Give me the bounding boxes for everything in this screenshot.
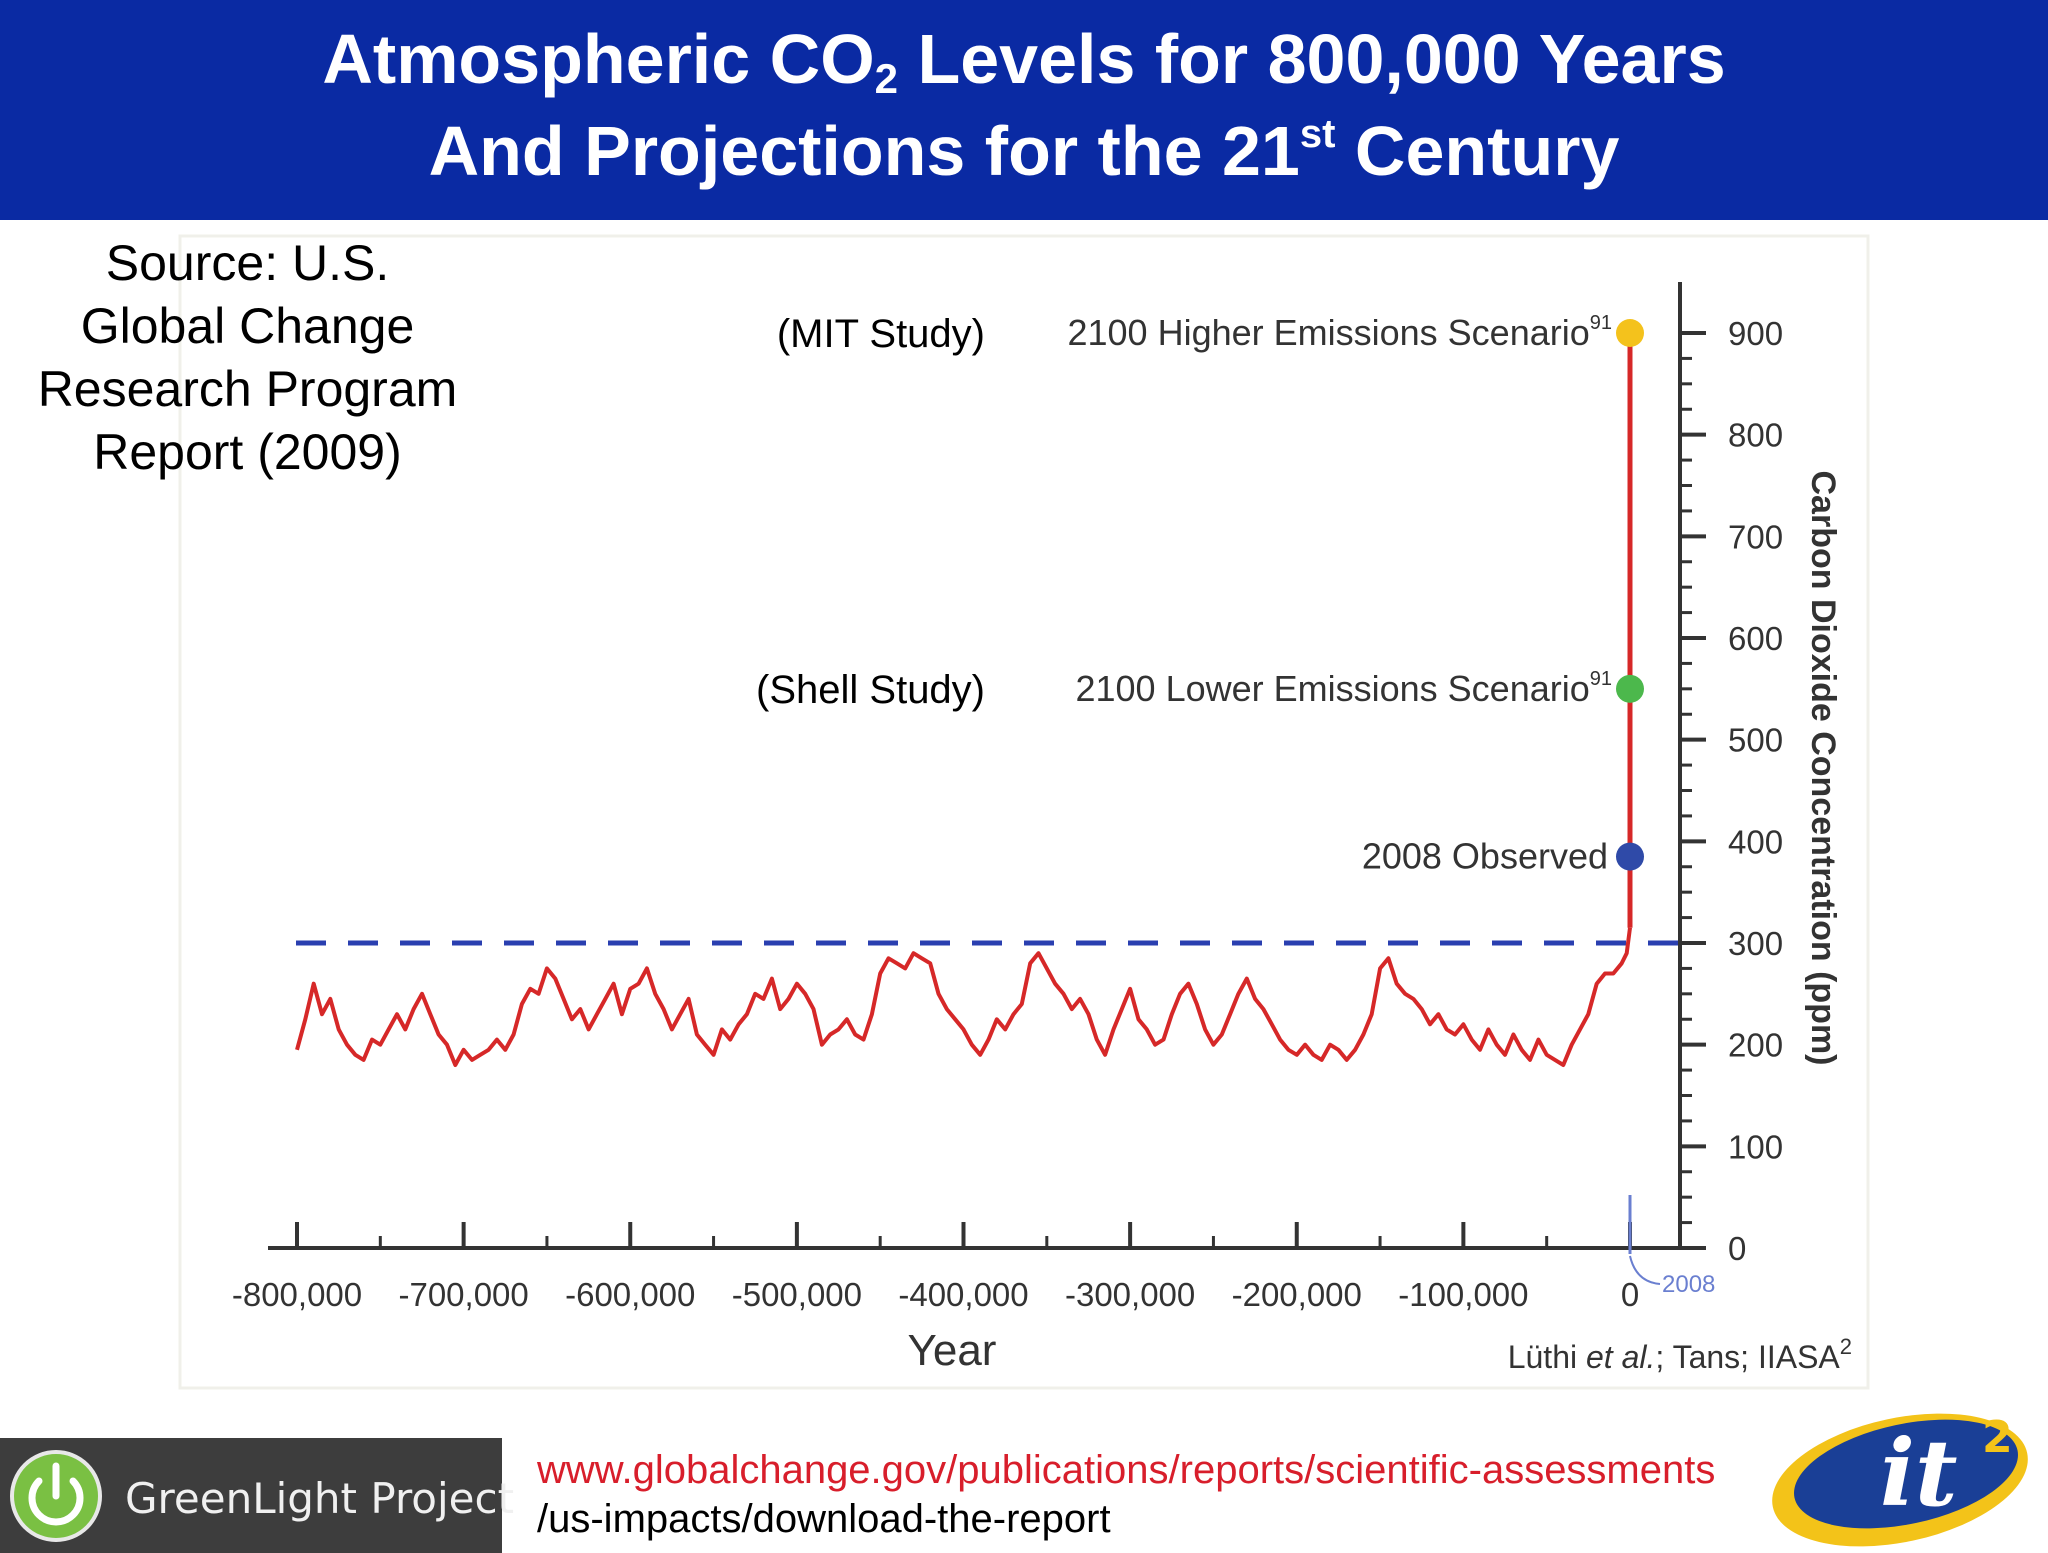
title-superscript: st (1299, 112, 1336, 156)
it2-logo-text: it (1880, 1419, 1957, 1527)
x-tick-label: -800,000 (232, 1276, 362, 1313)
x-tick-label: -700,000 (398, 1276, 528, 1313)
y-tick-label: 100 (1728, 1128, 1783, 1165)
marker-2008-hook (1629, 1255, 1661, 1285)
x-tick-label: -400,000 (898, 1276, 1028, 1313)
co2-series-line (295, 927, 1632, 1067)
power-icon (10, 1450, 102, 1542)
greenlight-logo[interactable]: GreenLight Project (0, 1438, 514, 1553)
greenlight-logo-text: GreenLight Project (125, 1474, 515, 1523)
y-axis-ticks: 0 100 200 300 400 500 600 700 800 900 (1680, 315, 1783, 1267)
x-axis-ticks: -800,000 -700,000 -600,000 -500,000 -400,000… (232, 1222, 1639, 1313)
title-line-2-text: And Projections for the 21 (428, 112, 1300, 190)
title-line-2-rest: Century (1335, 112, 1620, 190)
scenario-point-2 (1616, 319, 1644, 347)
title-line-2: And Projections for the 21st Century (0, 108, 2048, 194)
study-label-1: (Shell Study) (756, 668, 985, 712)
report-url-line-1[interactable]: www.globalchange.gov/publications/report… (537, 1448, 1716, 1492)
source-note: Source: U.S. Global Change Research Prog… (10, 232, 485, 484)
y-tick-label: 600 (1728, 620, 1783, 657)
chart-panel (178, 234, 1870, 1390)
source-line-1: Source: U.S. (105, 235, 390, 291)
title-line-1-text: Atmospheric CO (322, 20, 875, 98)
x-tick-label: -300,000 (1065, 1276, 1195, 1313)
y-tick-label: 200 (1728, 1027, 1783, 1064)
y-tick-label: 700 (1728, 518, 1783, 555)
it2-logo-sup: 2 (1982, 1412, 2013, 1463)
y-tick-label: 300 (1728, 925, 1783, 962)
x-tick-label: -100,000 (1398, 1276, 1528, 1313)
title-line-1: Atmospheric CO2 Levels for 800,000 Years (0, 16, 2048, 102)
scenario-point-label-0: 2008 Observed (1362, 836, 1608, 877)
source-line-3: Research Program (37, 361, 458, 417)
scenario-point-label-2: 2100 Higher Emissions Scenario91 (1067, 312, 1612, 353)
title-bar: Atmospheric CO2 Levels for 800,000 Years… (0, 0, 2048, 220)
x-tick-label: -600,000 (565, 1276, 695, 1313)
x-tick-label: 0 (1621, 1276, 1639, 1313)
credit-sup: 2 (1840, 1334, 1852, 1359)
y-tick-label: 500 (1728, 722, 1783, 759)
source-line-4: Report (2009) (93, 424, 402, 480)
study-label-2: (MIT Study) (777, 312, 985, 356)
source-line-2: Global Change (80, 298, 415, 354)
y-tick-label: 0 (1728, 1230, 1746, 1267)
scenario-point-0 (1616, 842, 1644, 871)
it2-logo: it 2 (1772, 1412, 2028, 1547)
chart-credit: Lüthi et al.; Tans; IIASA2 (1508, 1334, 1852, 1375)
credit-prefix: Lüthi (1508, 1339, 1586, 1375)
title-line-1-rest: Levels for 800,000 Years (898, 20, 1726, 98)
scenario-point-label-1: 2100 Lower Emissions Scenario91 (1075, 668, 1612, 709)
y-tick-label: 800 (1728, 417, 1783, 454)
x-tick-label: -200,000 (1232, 1276, 1362, 1313)
y-tick-label: 900 (1728, 315, 1783, 352)
credit-suffix: ; Tans; IIASA (1655, 1339, 1840, 1375)
x-tick-label: -500,000 (732, 1276, 862, 1313)
y-axis-title: Carbon Dioxide Concentration (ppm) (1804, 471, 1842, 1066)
credit-etal: et al. (1586, 1339, 1655, 1375)
scenario-point-1 (1616, 674, 1644, 703)
y-tick-label: 400 (1728, 823, 1783, 860)
scenario-points: 2008 Observed 2100 Lower Emissions Scenar… (756, 312, 1644, 877)
title-subscript: 2 (874, 55, 898, 102)
x-axis-title: Year (908, 1326, 997, 1375)
report-url-line-2[interactable]: /us-impacts/download-the-report (537, 1497, 1111, 1541)
marker-2008-label: 2008 (1662, 1271, 1715, 1298)
